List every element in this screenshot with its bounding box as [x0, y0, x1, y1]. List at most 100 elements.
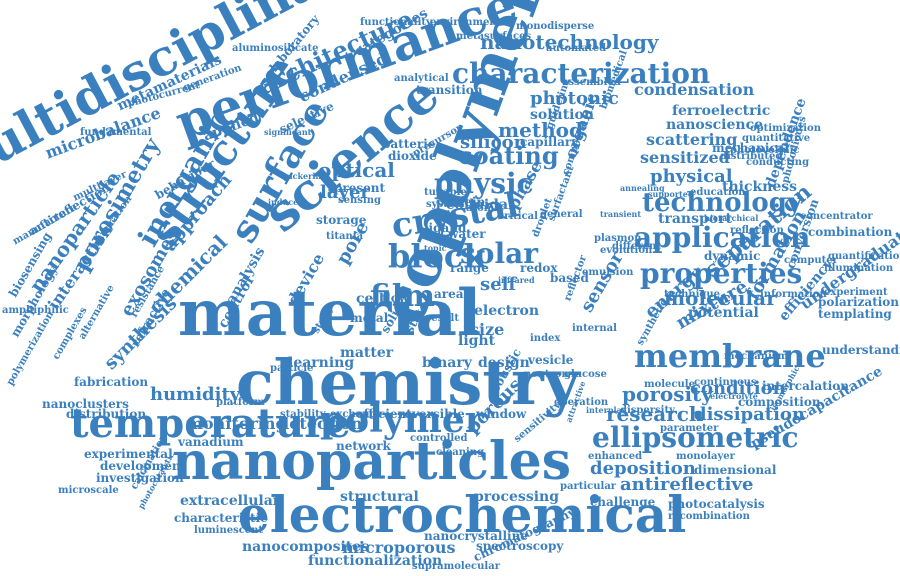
word: physical [650, 166, 733, 187]
word: templating [818, 307, 892, 321]
word: antireflective [620, 474, 754, 495]
word: processing [474, 489, 559, 505]
word: plasmon [594, 233, 642, 244]
word: based [550, 271, 589, 285]
word: flow [382, 291, 410, 305]
word: continuous [694, 377, 757, 388]
word: recombination [668, 511, 750, 522]
word: batterie [382, 137, 436, 151]
word: range [450, 261, 489, 275]
word: area [434, 287, 464, 301]
word: matter [340, 345, 394, 361]
word: reflection [730, 225, 784, 236]
word: intercalation [762, 379, 850, 393]
word: computer [784, 255, 838, 266]
word: solution [530, 107, 595, 123]
word: transient [600, 209, 642, 219]
word: combination [808, 225, 893, 239]
word: optimization [750, 123, 821, 134]
word: critical [498, 211, 538, 222]
word: sensitized [640, 148, 730, 167]
word: photocatalysis [668, 497, 765, 511]
word: nanocrystalline [424, 529, 528, 543]
word: experiment [824, 287, 888, 298]
word: window [476, 407, 527, 421]
word: system [426, 199, 465, 210]
word: amphiphilic [2, 305, 69, 316]
word: monolayer [676, 451, 735, 462]
word: electrochemical [238, 485, 687, 544]
word: optical [318, 158, 395, 182]
word: challenge [590, 495, 656, 509]
word: interplay [586, 405, 627, 415]
word: transition [416, 83, 483, 97]
word: monodisperse [516, 21, 595, 32]
word: concentrator [800, 211, 873, 222]
word: glucose [564, 369, 607, 380]
word: monitoring [186, 414, 287, 433]
word: parameter [660, 423, 719, 434]
word: redox [520, 261, 558, 275]
word: ferroelectric [672, 103, 771, 119]
word: vanadium [178, 435, 244, 449]
word: electrolyte [710, 391, 758, 401]
word: dispersity [620, 405, 675, 416]
word: membrane [634, 337, 826, 375]
word: metasurfaces [456, 31, 532, 42]
word: detection [278, 414, 363, 433]
word: dioxide [388, 149, 437, 163]
word: development [100, 459, 187, 473]
word: learning [288, 355, 355, 371]
word: present [334, 181, 386, 195]
word: scattering [646, 130, 738, 149]
word: nanoparticles [172, 431, 571, 492]
word: investigation [96, 471, 184, 485]
word: humidity [150, 384, 241, 405]
word: properties [640, 257, 803, 290]
word: nanoscience [666, 117, 764, 133]
word: extracellular [180, 493, 281, 509]
word: induced [268, 197, 304, 207]
word: deposition [590, 458, 696, 479]
word: quantitative [742, 133, 811, 144]
word: electron [474, 303, 540, 319]
word: vesicle [528, 353, 574, 367]
word: photonic [530, 88, 619, 109]
word: significant [264, 127, 312, 137]
word: general [540, 209, 583, 220]
word: transport [658, 211, 732, 227]
word: mechanism [724, 351, 789, 362]
word: design [478, 355, 530, 371]
word: metal [350, 311, 389, 325]
word: condition [690, 378, 786, 399]
word: different [612, 241, 661, 252]
word: tunable [424, 187, 467, 198]
word: polarization [818, 295, 900, 309]
word: particle [270, 363, 314, 374]
word: luminescent [194, 525, 264, 536]
word: supported [648, 189, 694, 199]
word: aluminosilicate [232, 43, 319, 54]
word: physic [434, 167, 534, 200]
word: chemistry [236, 346, 580, 419]
word: conducting [746, 157, 810, 168]
word: polymer [320, 399, 484, 441]
word: automated [546, 43, 607, 54]
word: light [458, 333, 496, 349]
word: network [336, 439, 391, 453]
word: stability [280, 409, 326, 420]
word: cleaning [436, 447, 485, 458]
word: understanding [822, 343, 900, 357]
word: infrared [498, 275, 535, 285]
word: quantification [828, 251, 900, 262]
word: mechanical [712, 141, 790, 155]
word: capillary [520, 135, 579, 149]
word: sensing [338, 195, 381, 206]
word: illumination [824, 263, 894, 274]
word: evolution [600, 245, 653, 256]
word: application [634, 221, 811, 254]
word: molecule [644, 379, 695, 390]
word: silicon [460, 132, 527, 153]
word: internal [572, 323, 617, 334]
word: photovoltaic [730, 145, 800, 156]
